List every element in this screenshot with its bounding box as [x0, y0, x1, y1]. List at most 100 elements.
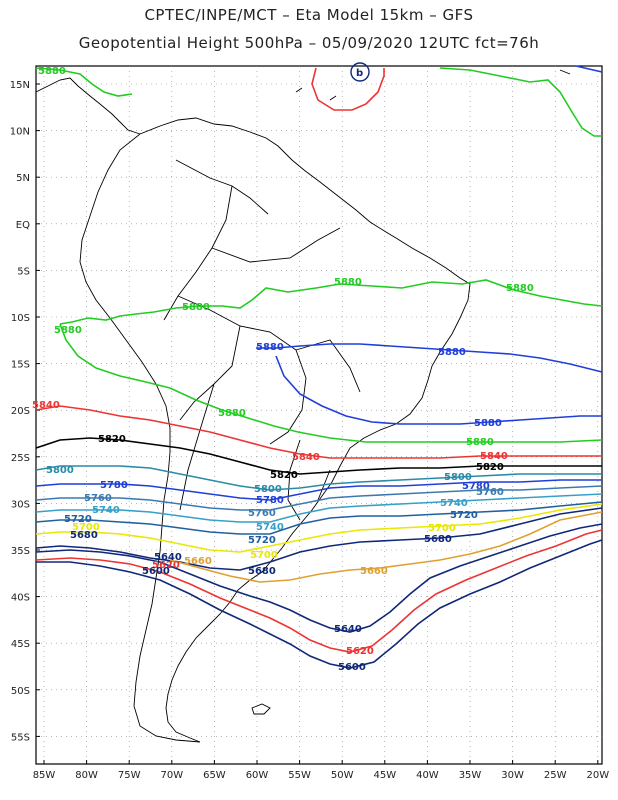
lat-tick-label: EQ: [16, 220, 30, 231]
contour-label-5700: 5700: [250, 550, 278, 561]
lat-tick-label: 30S: [11, 499, 30, 510]
contour-label-5700: 5700: [72, 522, 100, 533]
contour-5780: [35, 479, 602, 501]
lon-tick-label: 55W: [288, 770, 311, 781]
contour-label-5820: 5820: [98, 434, 126, 445]
lon-tick-label: 50W: [331, 770, 354, 781]
lat-tick-label: 55S: [11, 732, 30, 743]
south-america-outline: [165, 169, 471, 743]
lon-tick-label: 80W: [75, 770, 98, 781]
lon-tick-label: 40W: [416, 770, 439, 781]
caribbean-coast: [139, 117, 305, 171]
lat-tick-label: 10S: [11, 313, 30, 324]
lat-tick-label: 15S: [11, 360, 30, 371]
contour-5680: [35, 507, 603, 571]
coastlines: [35, 69, 571, 743]
lat-tick-label: 20S: [11, 406, 30, 417]
lon-tick-label: 25W: [544, 770, 567, 781]
lat-tick-label: 45S: [11, 639, 30, 650]
contour-label-5880: 5880: [38, 66, 66, 77]
country-borders: [163, 159, 361, 521]
contour-label-5720: 5720: [248, 535, 276, 546]
contour-label-5880: 5880: [506, 283, 534, 294]
latitude-labels: 15N 10N 5N EQ 5S 10S 15S 20S 25S 30S 35S 40S 45S 50S 5…: [10, 80, 40, 743]
contour-5600: [36, 539, 603, 669]
contour-5720: [35, 501, 603, 535]
lon-tick-label: 35W: [459, 770, 482, 781]
contour-5860: [59, 279, 603, 325]
contour-label-5640: 5640: [334, 624, 362, 635]
contour-label-5820: 5820: [270, 470, 298, 481]
contour-label-5740: 5740: [440, 498, 468, 509]
contour-label-5660: 5660: [360, 566, 388, 577]
contour-label-5780: 5880: [474, 418, 502, 429]
contour-label-5880: 5880: [466, 437, 494, 448]
contour-label-5880: 5880: [218, 408, 246, 419]
contour-lines: [35, 65, 603, 669]
lat-tick-label: 10N: [10, 127, 30, 138]
map-frame: [35, 65, 603, 765]
contour-label-5840: 5840: [292, 452, 320, 463]
lat-tick-label: 40S: [11, 593, 30, 604]
contour-label-5680: 5680: [70, 530, 98, 541]
longitude-labels: 85W 80W 75W 70W 65W 60W 55W 50W 45W 40W 35W 30W 25W 2…: [33, 760, 609, 781]
contour-label-5620: 5620: [152, 560, 180, 571]
lon-tick-label: 30W: [501, 770, 524, 781]
lon-tick-label: 70W: [160, 770, 183, 781]
contour-label-5600: 5600: [338, 662, 366, 673]
islands: [295, 69, 571, 101]
contour-label-5840: 5840: [480, 451, 508, 462]
contour-5840: [35, 405, 602, 459]
contour-label-5880: 5880: [54, 325, 82, 336]
lat-tick-label: 5N: [16, 173, 30, 184]
contour-label-5800: 5800: [46, 465, 74, 476]
contour-label-5760: 5760: [248, 508, 276, 519]
lon-tick-label: 45W: [373, 770, 396, 781]
contour-5880-lower-upper: [575, 65, 603, 73]
contour-label-5780: 5880: [438, 347, 466, 358]
lon-tick-label: 20W: [586, 770, 609, 781]
contour-5800: [35, 465, 602, 491]
lat-tick-label: 15N: [10, 80, 30, 91]
lon-tick-label: 65W: [203, 770, 226, 781]
contour-label-5740: 5740: [256, 522, 284, 533]
contour-5740: [35, 493, 603, 523]
contour-label-5800: 5800: [254, 484, 282, 495]
lon-tick-label: 60W: [246, 770, 269, 781]
low-pressure-symbol: b: [356, 68, 363, 79]
lat-tick-label: 25S: [11, 453, 30, 464]
contour-labels: 5880 5880 5880 5880 5880 5880 5880 5880 5880 5880…: [32, 66, 534, 673]
contour-5820: [35, 437, 602, 475]
contour-label-5700: 5700: [428, 523, 456, 534]
contour-label-5660: 5660: [184, 556, 212, 567]
contour-label-5780: 5780: [462, 481, 490, 492]
contour-label-5760: 5760: [476, 487, 504, 498]
contour-5660: [169, 511, 603, 583]
contour-label-5620: 5620: [346, 646, 374, 657]
falklands: [251, 703, 271, 715]
contour-label-5600: 5600: [142, 566, 170, 577]
contour-5840-north: [311, 67, 385, 111]
contour-5880-north: [35, 67, 602, 137]
contour-5640: [35, 523, 603, 633]
contour-label-5720: 5720: [64, 514, 92, 525]
contour-5620: [35, 529, 603, 653]
contour-5700: [35, 503, 603, 553]
contour-label-5780: 5780: [100, 480, 128, 491]
lon-tick-label: 75W: [118, 770, 141, 781]
contour-label-5780: 5880: [256, 342, 284, 353]
contour-5760: [35, 485, 603, 511]
lat-tick-label: 5S: [17, 266, 30, 277]
central-america-coast: [35, 77, 141, 135]
contour-label-5880: 5880: [334, 277, 362, 288]
contour-5880-mid2: [275, 355, 602, 425]
pacific-coast: [79, 133, 201, 743]
lon-tick-label: 85W: [33, 770, 56, 781]
contour-label-5840: 5840: [32, 400, 60, 411]
contour-label-5880: 5880: [182, 302, 210, 313]
contour-label-5740: 5740: [92, 505, 120, 516]
lat-tick-label: 35S: [11, 546, 30, 557]
contour-label-5680: 5680: [248, 566, 276, 577]
contour-label-5800: 5800: [444, 472, 472, 483]
